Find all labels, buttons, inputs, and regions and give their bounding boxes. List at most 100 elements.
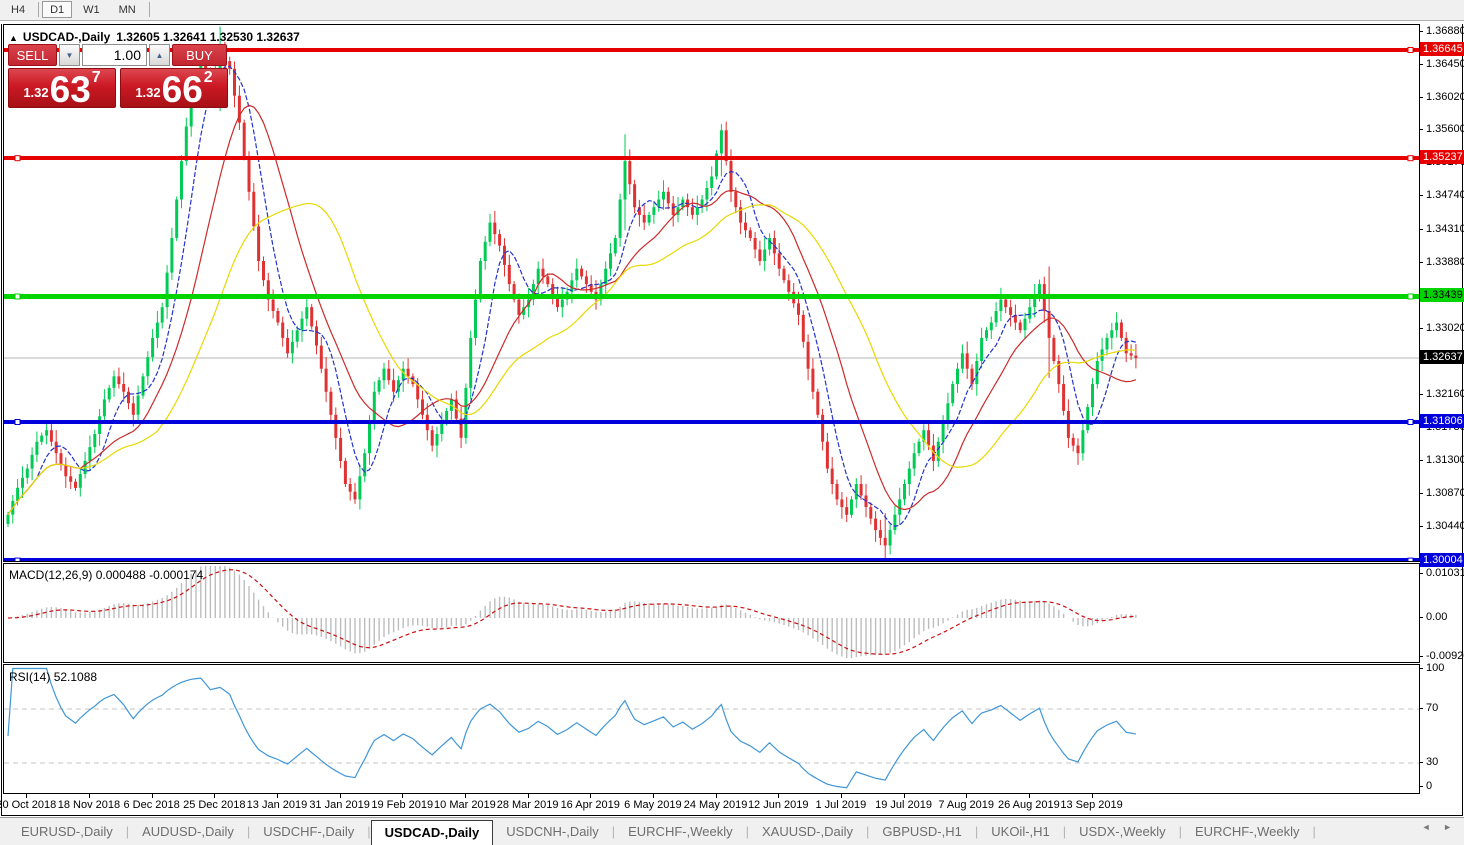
price-axis-tick bbox=[1419, 195, 1423, 197]
rsi-axis-label: 70 bbox=[1426, 702, 1439, 714]
price-axis-tick bbox=[1419, 327, 1423, 329]
tab-separator: | bbox=[1062, 824, 1067, 839]
tab-usdchf-daily[interactable]: USDCHF-,Daily bbox=[263, 824, 355, 839]
sell-price-prefix: 1.32 bbox=[23, 85, 49, 100]
date-axis-tick bbox=[276, 794, 278, 798]
tab-separator: | bbox=[367, 824, 371, 839]
date-label: 28 Mar 2019 bbox=[496, 799, 559, 811]
horizontal-level-line-1.36645[interactable] bbox=[4, 48, 1419, 52]
tab-scroll-right-icon[interactable]: ► bbox=[1443, 822, 1452, 832]
line-handle[interactable] bbox=[1407, 557, 1414, 561]
volume-input[interactable] bbox=[82, 44, 147, 66]
price-chart-canvas[interactable] bbox=[4, 25, 1419, 561]
date-label: 6 May 2019 bbox=[624, 799, 682, 811]
line-handle[interactable] bbox=[1407, 47, 1414, 53]
level-price-label: 1.30004 bbox=[1420, 552, 1464, 567]
date-label: 10 Mar 2019 bbox=[434, 799, 496, 811]
macd-canvas[interactable] bbox=[4, 564, 1419, 662]
rsi-indicator-label: RSI(14) 52.1088 bbox=[9, 670, 97, 684]
current-price-label: 1.32637 bbox=[1420, 350, 1464, 365]
buy-button[interactable]: BUY bbox=[172, 44, 227, 66]
date-axis-tick bbox=[966, 794, 968, 798]
date-axis-tick bbox=[840, 794, 842, 798]
tab-xauusd-daily[interactable]: XAUUSD-,Daily bbox=[762, 824, 854, 839]
line-handle[interactable] bbox=[1407, 419, 1414, 425]
sell-button[interactable]: SELL bbox=[8, 44, 57, 66]
tab-separator: | bbox=[866, 824, 870, 839]
tab-usdx-weekly[interactable]: USDX-,Weekly bbox=[1079, 824, 1166, 839]
volume-increase-button[interactable]: ▲ bbox=[149, 44, 170, 66]
date-label: 19 Feb 2019 bbox=[371, 799, 434, 811]
tab-separator: | bbox=[1178, 824, 1183, 839]
tab-separator: | bbox=[974, 824, 979, 839]
tab-separator: | bbox=[125, 824, 130, 839]
rsi-axis-tick bbox=[1419, 708, 1423, 709]
tab-eurchf-weekly[interactable]: EURCHF-,Weekly bbox=[628, 824, 733, 839]
indicator-line bbox=[7, 202, 1136, 516]
toolbar-separator bbox=[148, 2, 150, 17]
sell-price-main: 63 bbox=[49, 69, 91, 110]
timeframe-button-d1[interactable]: D1 bbox=[42, 1, 73, 18]
sell-price-quote[interactable]: 1.32 63 7 bbox=[8, 68, 116, 108]
tab-usdcad-daily[interactable]: USDCAD-,Daily bbox=[370, 820, 494, 845]
date-axis-tick bbox=[151, 794, 153, 798]
volume-decrease-button[interactable]: ▼ bbox=[59, 44, 80, 66]
chart-tabs-bar: EURUSD-,Daily | AUDUSD-,Daily | USDCHF-,Dail… bbox=[0, 817, 1464, 845]
line-handle[interactable] bbox=[1407, 155, 1414, 162]
rsi-axis-tick bbox=[1419, 762, 1423, 763]
horizontal-level-line-1.31806[interactable] bbox=[4, 420, 1419, 424]
price-axis-label: 1.30440 bbox=[1426, 520, 1464, 533]
timeframe-button-mn[interactable]: MN bbox=[118, 4, 136, 16]
line-handle[interactable] bbox=[14, 557, 21, 561]
date-label: 6 Dec 2018 bbox=[123, 799, 180, 811]
rsi-pane bbox=[3, 664, 1420, 794]
date-label: 31 Jan 2019 bbox=[309, 799, 370, 811]
level-price-label: 1.33439 bbox=[1420, 288, 1464, 303]
horizontal-level-line-1.33439[interactable] bbox=[4, 294, 1419, 299]
price-axis-tick bbox=[1419, 97, 1423, 99]
line-handle[interactable] bbox=[14, 293, 21, 300]
tab-separator: | bbox=[246, 824, 251, 839]
tab-eurusd-daily[interactable]: EURUSD-,Daily bbox=[21, 824, 113, 839]
price-axis-label: 1.36020 bbox=[1426, 91, 1464, 104]
tab-separator: | bbox=[611, 824, 616, 839]
tab-ukoil-h1[interactable]: UKOil-,H1 bbox=[991, 824, 1050, 839]
macd-pane bbox=[3, 563, 1420, 663]
date-label: 24 May 2019 bbox=[683, 799, 748, 811]
price-axis-label: 1.36450 bbox=[1426, 57, 1464, 70]
price-axis-tick bbox=[1419, 129, 1423, 131]
level-price-label: 1.31806 bbox=[1420, 414, 1464, 429]
tab-eurchf-weekly[interactable]: EURCHF-,Weekly bbox=[1195, 824, 1300, 839]
tab-scroll-left-icon[interactable]: ◄ bbox=[1421, 822, 1431, 832]
macd-axis-label: -0.009203 bbox=[1426, 650, 1464, 663]
indicator-line bbox=[7, 65, 1137, 527]
buy-price-quote[interactable]: 1.32 66 2 bbox=[120, 68, 228, 108]
timeframe-button-h4[interactable]: H4 bbox=[11, 4, 26, 16]
date-label: 19 Jul 2019 bbox=[875, 799, 932, 811]
price-axis-tick bbox=[1419, 261, 1423, 263]
horizontal-level-line-1.35237[interactable] bbox=[4, 156, 1419, 161]
date-axis-tick bbox=[652, 794, 654, 798]
tab-gbpusd-h1[interactable]: GBPUSD-,H1 bbox=[882, 824, 962, 839]
timeframe-button-w1[interactable]: W1 bbox=[83, 4, 100, 16]
line-handle[interactable] bbox=[14, 419, 21, 425]
date-label: 7 Aug 2019 bbox=[938, 799, 995, 811]
horizontal-level-line-1.30004[interactable] bbox=[4, 558, 1419, 561]
collapse-panel-icon[interactable]: ▲ bbox=[9, 33, 18, 43]
tab-separator: | bbox=[745, 824, 749, 839]
tab-audusd-daily[interactable]: AUDUSD-,Daily bbox=[142, 824, 234, 839]
timeframe-toolbar: H4 D1 W1 MN bbox=[0, 0, 1464, 21]
price-axis-tick bbox=[1419, 393, 1423, 395]
line-handle[interactable] bbox=[14, 155, 21, 162]
price-axis-label: 1.33880 bbox=[1426, 255, 1464, 268]
rsi-axis-tick bbox=[1419, 668, 1423, 669]
date-axis-tick bbox=[590, 794, 592, 798]
macd-name: MACD(12,26,9) bbox=[9, 568, 93, 582]
macd-indicator-label: MACD(12,26,9) 0.000488 -0.000174 bbox=[9, 568, 203, 582]
tab-usdcnh-daily[interactable]: USDCNH-,Daily bbox=[506, 824, 599, 839]
line-handle[interactable] bbox=[1407, 293, 1414, 300]
rsi-canvas[interactable] bbox=[4, 665, 1419, 793]
date-axis-tick bbox=[464, 794, 466, 798]
price-axis-label: 1.32160 bbox=[1426, 387, 1464, 400]
